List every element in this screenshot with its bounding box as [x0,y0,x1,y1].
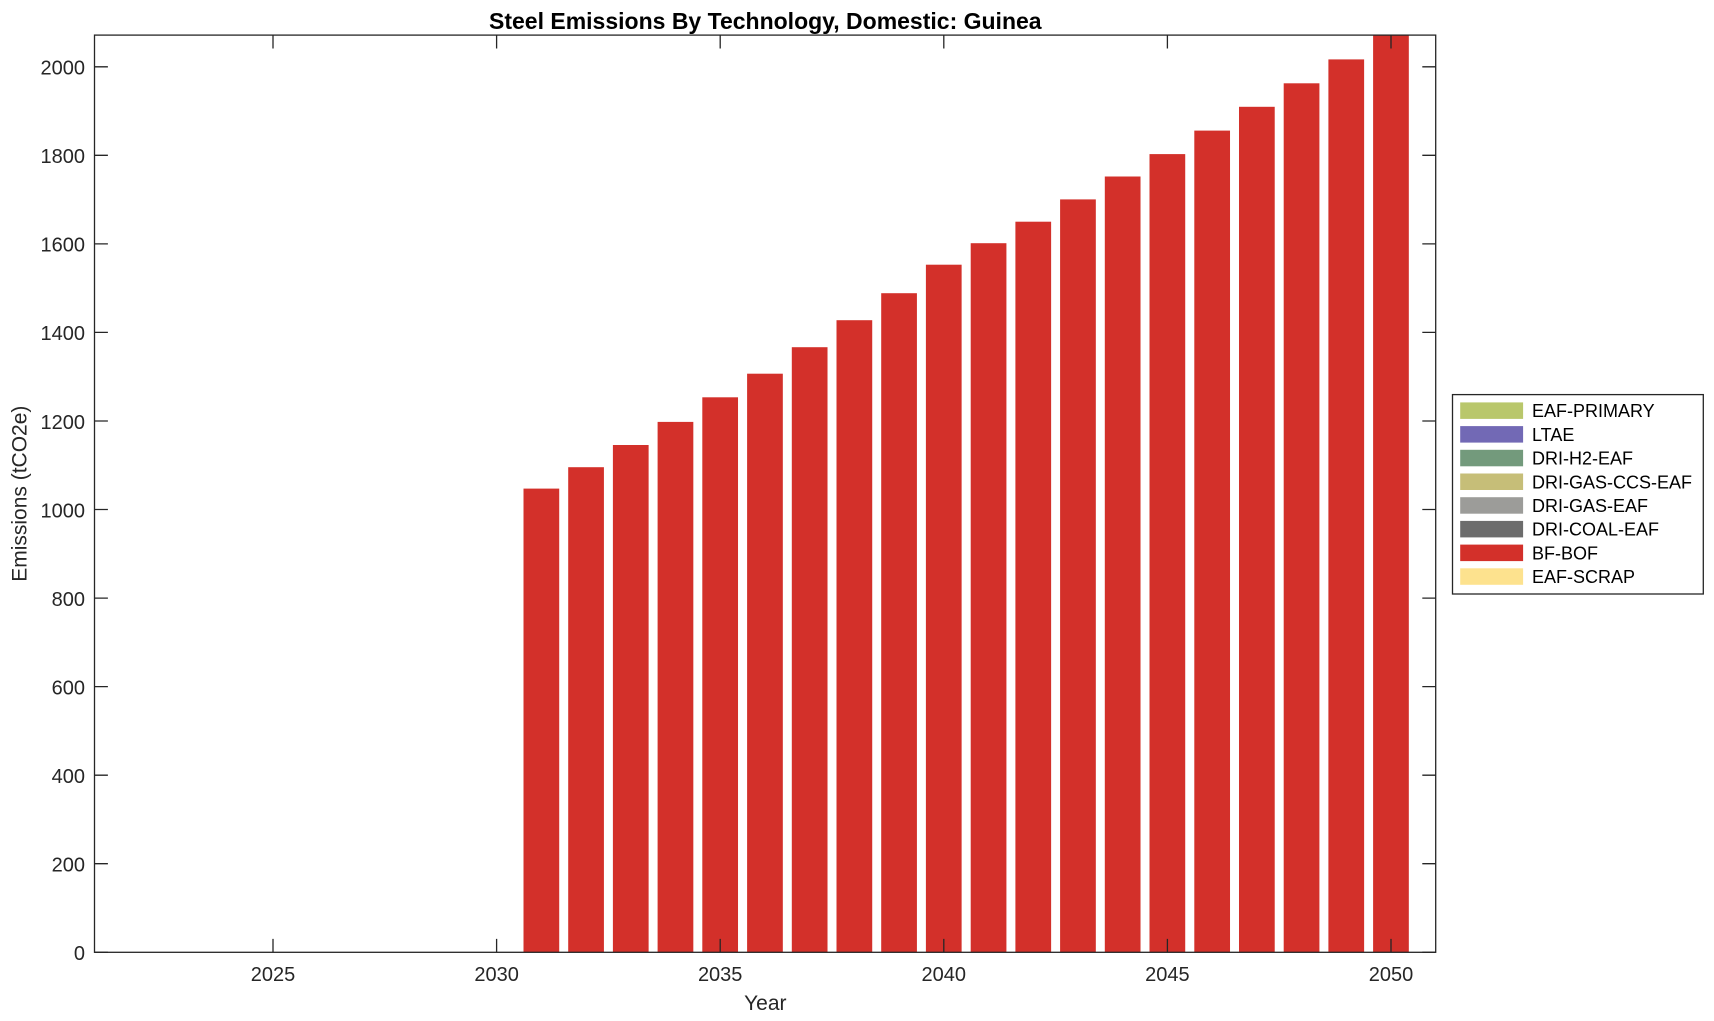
svg-text:EAF-SCRAP: EAF-SCRAP [1532,567,1635,587]
svg-text:0: 0 [74,943,85,965]
svg-text:DRI-GAS-CCS-EAF: DRI-GAS-CCS-EAF [1532,472,1692,492]
svg-text:2000: 2000 [41,58,86,80]
svg-text:200: 200 [52,855,85,877]
svg-text:Emissions (tCO2e): Emissions (tCO2e) [8,406,31,582]
svg-text:DRI-GAS-EAF: DRI-GAS-EAF [1532,496,1648,516]
svg-text:BF-BOF: BF-BOF [1532,543,1598,563]
svg-text:2050: 2050 [1369,964,1414,986]
svg-text:600: 600 [52,677,85,699]
svg-text:800: 800 [52,589,85,611]
svg-text:Year: Year [744,992,786,1015]
svg-text:2030: 2030 [474,964,519,986]
svg-text:1000: 1000 [41,500,86,522]
svg-text:DRI-H2-EAF: DRI-H2-EAF [1532,449,1633,469]
svg-text:1400: 1400 [41,323,86,345]
svg-text:1800: 1800 [41,146,86,168]
svg-text:2035: 2035 [698,964,743,986]
svg-text:400: 400 [52,766,85,788]
svg-text:LTAE: LTAE [1532,425,1574,445]
svg-text:1600: 1600 [41,235,86,257]
svg-text:2040: 2040 [922,964,967,986]
svg-text:DRI-COAL-EAF: DRI-COAL-EAF [1532,520,1659,540]
svg-text:2025: 2025 [251,964,296,986]
svg-text:1200: 1200 [41,412,86,434]
svg-text:2045: 2045 [1145,964,1190,986]
svg-text:Steel Emissions By Technology,: Steel Emissions By Technology, Domestic:… [489,8,1042,34]
svg-text:EAF-PRIMARY: EAF-PRIMARY [1532,401,1655,421]
